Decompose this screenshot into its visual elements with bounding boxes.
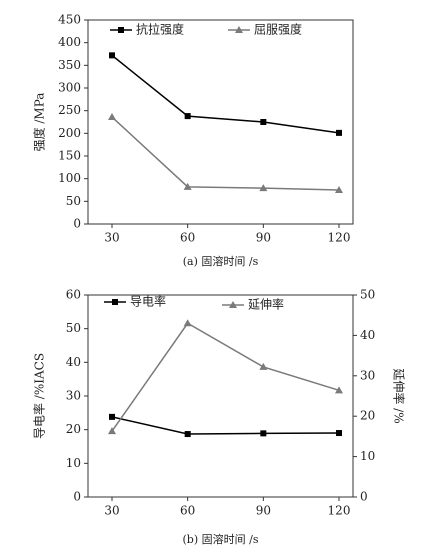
marker [112,299,118,305]
y-tick-label: 0 [73,217,81,231]
y-tick-label: 20 [66,422,81,436]
marker [184,113,191,120]
marker [108,427,116,435]
y2-tick-label: 40 [360,328,375,342]
y-tick-label: 50 [66,194,81,208]
y-tick-label: 40 [66,355,81,369]
y2-tick-label: 20 [360,409,375,423]
marker [118,27,124,33]
y-tick-label: 60 [66,288,81,302]
marker [183,319,192,327]
series-line [111,54,340,134]
x-tick-label: 90 [256,504,271,518]
y2-tick-label: 50 [360,288,375,302]
x-tick-label: 60 [180,231,195,245]
marker [229,301,237,308]
x-tick-label: 60 [180,504,195,518]
marker [184,431,191,438]
marker [259,184,268,192]
marker [108,113,116,121]
series-line [111,116,340,191]
y-tick-label: 200 [58,126,81,140]
y-tick-label: 150 [58,149,81,163]
series-line [111,322,340,432]
x-axis-label: (b) 固溶时间 /s [183,532,259,546]
x-tick-label: 30 [104,504,119,518]
x-tick-label: 30 [104,231,119,245]
y-tick-label: 100 [58,171,81,185]
y2-tick-label: 30 [360,368,375,382]
x-tick-label: 90 [256,231,271,245]
marker [109,413,115,420]
legend-label: 屈服强度 [254,22,302,37]
y-axis-label: 导电率 /%IACS [32,353,47,439]
y-tick-label: 350 [58,58,81,72]
y2-tick-label: 0 [360,490,368,504]
marker [335,386,343,394]
marker [235,26,243,33]
legend-label: 抗拉强度 [136,22,184,37]
marker [335,186,343,193]
marker [336,129,342,136]
plot-frame [87,294,354,498]
x-tick-label: 120 [328,231,351,245]
y-tick-label: 30 [66,389,81,403]
y-tick-label: 450 [58,13,81,27]
legend-label: 延伸率 [248,297,284,312]
marker [183,182,192,190]
legend-label: 导电率 [130,294,166,309]
y-tick-label: 250 [58,103,81,117]
marker [260,119,267,125]
series-line [111,416,340,435]
marker [336,430,342,437]
x-tick-label: 120 [328,504,351,518]
marker [109,52,115,59]
y-tick-label: 50 [66,321,81,335]
y-tick-label: 400 [58,35,81,49]
y2-axis-label: 延伸率 /% [392,368,407,423]
y-tick-label: 10 [66,456,81,470]
plot-frame [87,19,354,225]
y-tick-label: 300 [58,81,81,95]
y-tick-label: 0 [73,490,81,504]
x-axis-label: (a) 固溶时间 /s [183,254,259,268]
y-axis-label: 强度 /MPa [32,93,47,152]
marker [259,362,268,370]
y2-tick-label: 10 [360,449,375,463]
marker [260,430,267,437]
